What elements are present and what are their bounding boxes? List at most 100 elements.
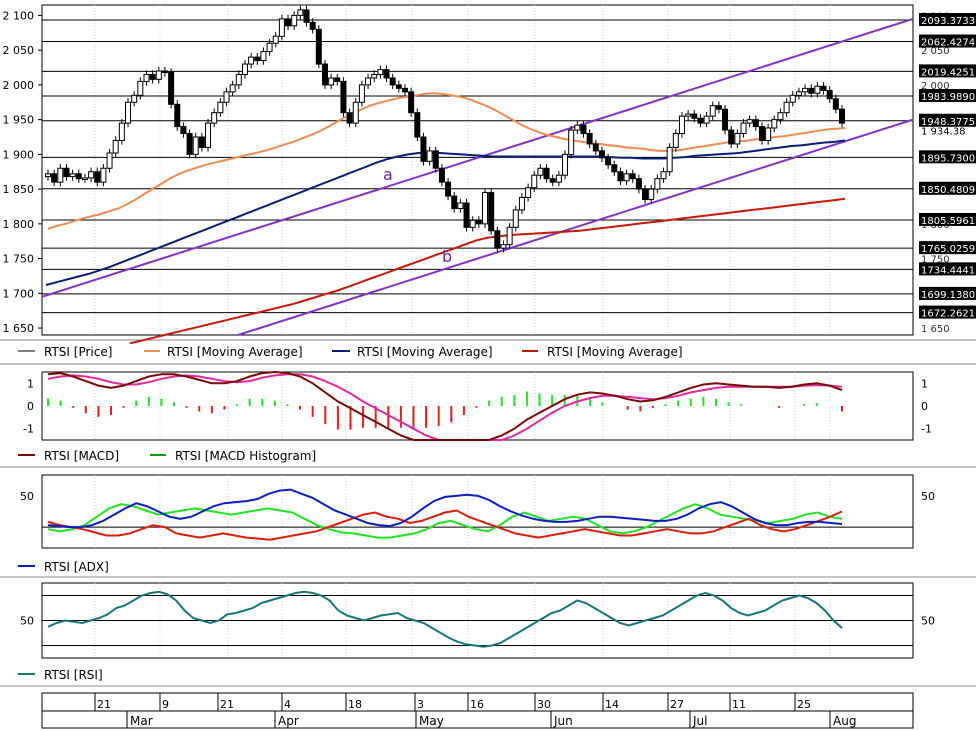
candle-body-94 [623, 173, 630, 182]
annotation-a: a [383, 165, 393, 184]
candle-body-72 [488, 192, 495, 232]
candle-body-71 [482, 192, 489, 225]
price-marker-label-9: 1734.4441 [921, 265, 975, 276]
candle-body-52 [365, 77, 372, 86]
price-marker-box-7 [919, 212, 976, 226]
candle-body-26 [205, 122, 212, 148]
macd-line [47, 370, 843, 441]
macd-ytick-left-2: -1 [23, 423, 34, 436]
day-label-8: 14 [605, 698, 619, 711]
candle-body-20 [168, 71, 175, 105]
macd-ytick-right-1: 0 [921, 400, 928, 413]
candle-body-70 [475, 219, 482, 225]
candle-body-1 [51, 173, 58, 183]
candle-body-110 [722, 108, 729, 131]
price-marker-label-8: 1765.0259 [921, 244, 975, 255]
candle-body-125 [814, 85, 821, 94]
candle-body-122 [795, 91, 802, 96]
price-ytick-label-9: 2 100 [3, 9, 35, 22]
candle-body-90 [598, 150, 605, 159]
candle-body-58 [401, 87, 408, 93]
price-ytick-label-5: 1 900 [3, 148, 35, 161]
price-marker-label-10: 1699.1380 [921, 290, 975, 301]
ma-line-1 [47, 92, 846, 230]
candle-body-27 [211, 112, 218, 124]
candle-body-68 [463, 202, 470, 228]
candle-body-69 [469, 219, 476, 228]
macd-ytick-left-1: 0 [27, 400, 34, 413]
day-label-2: 21 [220, 698, 234, 711]
price-right-tick-9: 1 650 [921, 324, 950, 335]
candle-body-79 [531, 174, 538, 189]
candle-body-36 [266, 42, 273, 53]
month-label-3: Jun [553, 714, 573, 728]
candle-body-3 [63, 167, 70, 178]
candle-body-107 [703, 115, 710, 124]
day-label-7: 30 [537, 698, 551, 711]
price-marker-label-2: 2019.4251 [921, 67, 975, 78]
candle-body-25 [198, 136, 205, 148]
candle-body-112 [734, 133, 741, 145]
candle-body-87 [580, 124, 587, 135]
candle-body-4 [69, 173, 76, 178]
candle-body-86 [574, 124, 581, 131]
price-marker-box-8 [919, 241, 976, 255]
candle-body-41 [297, 9, 304, 16]
price-marker-box-0 [919, 13, 976, 27]
channel-lower [237, 118, 914, 336]
price-marker-box-6 [919, 181, 976, 195]
candle-body-102 [672, 133, 679, 148]
month-label-1: Apr [278, 714, 299, 728]
candle-body-46 [328, 77, 335, 86]
candle-body-2 [57, 167, 64, 183]
rsi-ytick-right: 50 [921, 615, 935, 628]
candle-body-37 [272, 35, 279, 44]
macd-ytick-right-2: -1 [921, 423, 932, 436]
price-legend: RTSI [Price] RTSI [Moving Average] RTSI … [18, 345, 683, 359]
rsi-legend: RTSI [RSI] [18, 668, 103, 682]
candle-body-10 [106, 152, 113, 169]
candle-body-19 [161, 70, 168, 73]
price-marker-label-5: 1895.7300 [921, 153, 975, 164]
candle-body-64 [438, 167, 445, 183]
month-label-5: Aug [833, 714, 856, 728]
adx-minus-di-line [47, 503, 843, 539]
price-marker-box-1 [919, 34, 976, 48]
candle-body-74 [500, 244, 507, 249]
candle-body-15 [137, 80, 144, 96]
price-marker-box-2 [919, 64, 976, 78]
candle-body-67 [457, 202, 464, 210]
price-marker-label-1: 2062.4274 [921, 38, 975, 49]
rsi-ytick-left: 50 [20, 615, 34, 628]
candle-body-100 [660, 171, 667, 180]
candle-body-95 [629, 173, 636, 180]
candle-body-59 [408, 91, 415, 114]
candle-body-30 [229, 84, 236, 93]
candle-body-129 [839, 108, 845, 124]
price-marker-label-6: 1850.4809 [921, 185, 975, 196]
candle-body-99 [654, 178, 661, 190]
price-ytick-label-2: 1 750 [3, 253, 35, 266]
candle-body-111 [728, 129, 735, 145]
candle-body-75 [506, 226, 513, 246]
price-ytick-label-1: 1 700 [3, 287, 35, 300]
candle-body-7 [88, 171, 95, 179]
month-label-4: Jul [692, 714, 707, 728]
day-label-11: 25 [797, 698, 811, 711]
candle-body-39 [285, 18, 292, 27]
candle-body-49 [346, 112, 353, 124]
candle-body-97 [642, 188, 649, 201]
candle-body-0 [45, 173, 51, 178]
legend-ma-1: RTSI [Moving Average] [167, 345, 303, 359]
candle-body-43 [309, 21, 316, 30]
price-ytick-label-4: 1 850 [3, 183, 35, 196]
candle-body-62 [426, 150, 433, 162]
candle-body-113 [740, 122, 747, 135]
candle-body-93 [617, 171, 624, 182]
candle-body-44 [315, 28, 322, 65]
price-right-tick-7: 1 750 [921, 255, 950, 266]
month-label-2: May [419, 714, 444, 728]
adx-ytick-right: 50 [921, 490, 935, 503]
candle-body-32 [241, 63, 248, 75]
rsi-line [47, 590, 843, 648]
